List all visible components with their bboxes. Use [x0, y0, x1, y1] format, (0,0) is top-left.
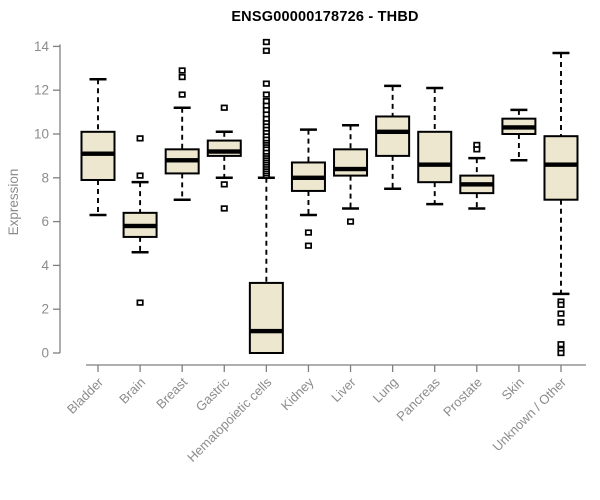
chart-title: ENSG00000178726 - THBD [231, 9, 419, 25]
x-tick-label-brain: Brain [116, 375, 148, 407]
outlier-point [136, 299, 144, 306]
boxplot-hematopoietic-cells [248, 38, 284, 355]
y-tick-label: 8 [41, 170, 49, 185]
x-tick-label-prostate: Prostate [440, 375, 485, 420]
boxplot-brain [122, 135, 158, 306]
outlier-point [262, 97, 270, 105]
y-tick-label: 12 [34, 83, 49, 98]
outlier-point [557, 310, 565, 317]
outlier-point [220, 181, 228, 188]
boxplot-prostate [459, 141, 495, 210]
x-tick-label-bladder: Bladder [64, 374, 107, 417]
x-tick-label-unknown-other: Unknown / Other [490, 374, 570, 454]
x-tick-label-breast: Breast [153, 374, 190, 411]
y-tick-label: 0 [41, 346, 49, 361]
y-tick-label: 6 [41, 214, 49, 229]
boxplot-lung [375, 84, 411, 190]
y-tick-label: 2 [41, 302, 49, 317]
x-tick-label-lung: Lung [370, 375, 401, 406]
y-axis: 0 2 4 6 8 10 12 14 [34, 39, 61, 361]
median-line [207, 149, 241, 154]
outlier-point [304, 242, 313, 249]
median-line [123, 223, 157, 229]
outlier-point [557, 301, 565, 308]
median-line [544, 162, 578, 167]
outlier-point [178, 91, 186, 98]
iqr-box [333, 148, 369, 177]
boxplot-breast [164, 67, 200, 201]
x-tick-label-liver: Liver [328, 374, 359, 405]
x-tick-label-gastric: Gastric [193, 374, 233, 414]
outlier-point [346, 218, 355, 225]
median-line [376, 129, 410, 135]
boxplot-liver [333, 123, 369, 225]
outlier-point [262, 38, 270, 46]
median-line [460, 182, 494, 187]
median-line [418, 162, 452, 167]
median-line [81, 151, 115, 156]
median-line [249, 328, 283, 334]
x-tick-label-skin: Skin [499, 375, 527, 403]
outlier-point [557, 341, 565, 348]
outlier-point [557, 319, 565, 326]
boxplot-kidney [290, 128, 326, 249]
outlier-point [262, 80, 270, 87]
outlier-point [304, 229, 313, 236]
iqr-box [417, 130, 453, 184]
outlier-point [557, 349, 565, 357]
outlier-point [220, 104, 228, 111]
boxplot-gastric [206, 104, 242, 212]
outlier-point [178, 73, 186, 81]
median-line [165, 158, 199, 163]
median-line [334, 166, 368, 172]
iqr-box [248, 281, 284, 355]
y-tick-label: 10 [34, 127, 49, 142]
outlier-point [473, 146, 481, 153]
y-tick-label: 4 [41, 258, 49, 273]
y-tick-label: 14 [34, 39, 50, 54]
outlier-point [178, 67, 186, 74]
x-tick-label-pancreas: Pancreas [393, 374, 443, 424]
outlier-point [262, 91, 270, 98]
boxplot-skin [501, 108, 537, 162]
median-line [502, 125, 536, 130]
x-tick-label-kidney: Kidney [278, 374, 317, 413]
outlier-point [136, 172, 144, 179]
boxplot-pancreas [417, 86, 453, 206]
median-line [291, 175, 325, 180]
outlier-point [220, 205, 228, 212]
boxplot-bladder [80, 78, 116, 217]
boxplot-unknown-other [543, 51, 579, 357]
outlier-point [136, 135, 144, 142]
iqr-box [375, 115, 411, 157]
outlier-point [262, 47, 270, 54]
iqr-box [543, 135, 579, 201]
